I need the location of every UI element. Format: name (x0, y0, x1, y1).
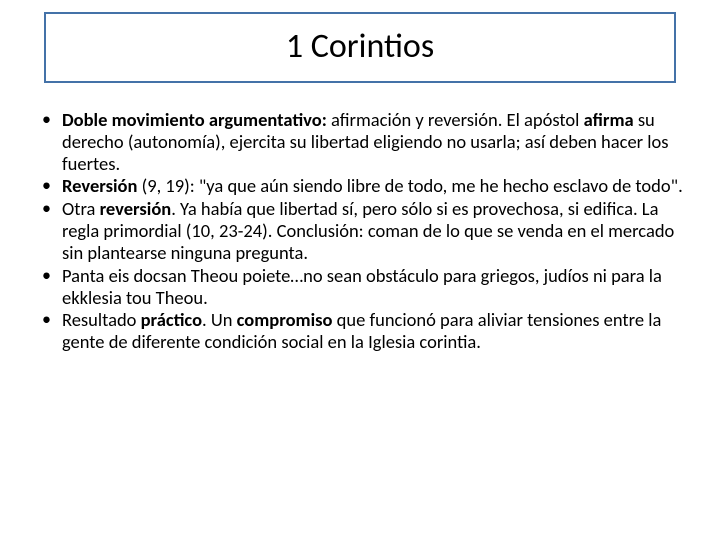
bold-text: compromiso (237, 308, 333, 331)
slide-content: Doble movimiento argumentativo: afirmaci… (28, 109, 692, 353)
list-item: Resultado práctico. Un compromiso que fu… (36, 309, 684, 353)
list-item: Panta eis docsan Theou poiete…no sean ob… (36, 265, 684, 309)
text: Otra (62, 197, 100, 220)
bold-text: práctico (141, 308, 202, 331)
bold-text: afirma (584, 108, 634, 131)
text: (9, 19): "ya que aún siendo libre de tod… (137, 174, 682, 197)
text: Resultado (62, 308, 141, 331)
list-item: Otra reversión. Ya había que libertad sí… (36, 198, 684, 263)
bullet-list: Doble movimiento argumentativo: afirmaci… (36, 109, 684, 353)
bold-text: Reversión (62, 174, 137, 197)
list-item: Doble movimiento argumentativo: afirmaci… (36, 109, 684, 174)
slide: 1 Corintios Doble movimiento argumentati… (0, 0, 720, 540)
slide-title: 1 Corintios (46, 26, 674, 67)
bold-text: reversión (100, 197, 172, 220)
text: afirmación y reversión. El apóstol (327, 108, 584, 131)
title-box: 1 Corintios (44, 12, 676, 83)
text: Panta eis docsan Theou poiete…no sean ob… (62, 264, 662, 309)
bold-text: Doble movimiento argumentativo: (62, 108, 327, 131)
list-item: Reversión (9, 19): "ya que aún siendo li… (36, 175, 684, 197)
text: . Un (202, 308, 237, 331)
